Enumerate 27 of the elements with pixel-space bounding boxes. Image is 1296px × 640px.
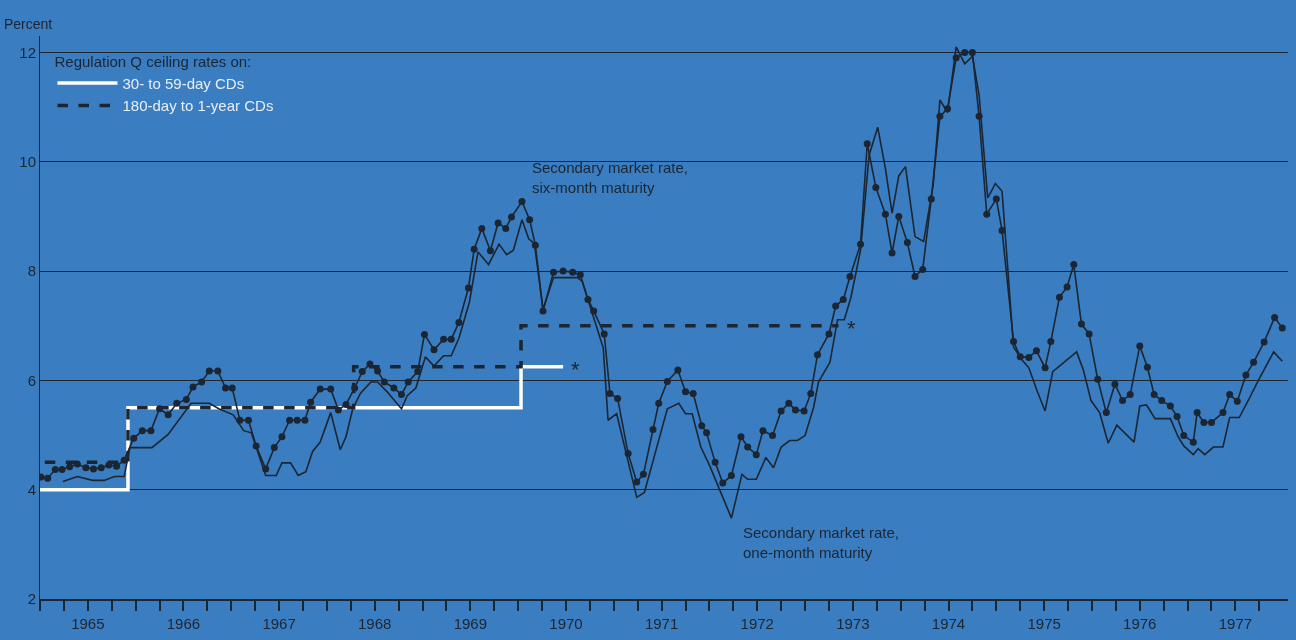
annotation: *	[847, 316, 856, 341]
x-tick-label: 1969	[453, 615, 488, 632]
y-axis-title: Percent	[4, 16, 53, 32]
x-tick-label: 1971	[644, 615, 679, 632]
x-tick-label: 1967	[262, 615, 296, 632]
y-tick-label: 2	[27, 590, 36, 608]
y-tick-label: 4	[27, 480, 36, 498]
x-tick-label: 1970	[549, 615, 583, 632]
legend-label: 30- to 59-day CDs	[122, 74, 245, 92]
x-tick-label: 1973	[836, 615, 870, 632]
x-tick-label: 1974	[931, 615, 966, 632]
x-tick-label: 1975	[1027, 615, 1061, 632]
legend-label: 180-day to 1-year CDs	[122, 97, 274, 115]
x-tick-label: 1968	[358, 615, 392, 632]
y-tick-label: 6	[27, 371, 36, 389]
y-tick-label: 12	[19, 43, 36, 61]
y-tick-label: 10	[19, 152, 36, 170]
y-tick-label: 8	[27, 262, 36, 280]
x-tick-label: 1966	[166, 615, 201, 632]
annotation: Secondary market rate, one-month maturity	[743, 524, 899, 561]
x-tick-label: 1976	[1123, 615, 1157, 632]
legend-title: Regulation Q ceiling rates on:	[54, 52, 252, 70]
annotation: *	[571, 357, 580, 382]
annotation: Secondary market rate, six-month maturity	[532, 159, 688, 196]
x-tick-label: 1977	[1218, 615, 1253, 632]
x-tick-label: 1972	[740, 615, 774, 632]
x-tick-label: 1965	[71, 615, 105, 632]
